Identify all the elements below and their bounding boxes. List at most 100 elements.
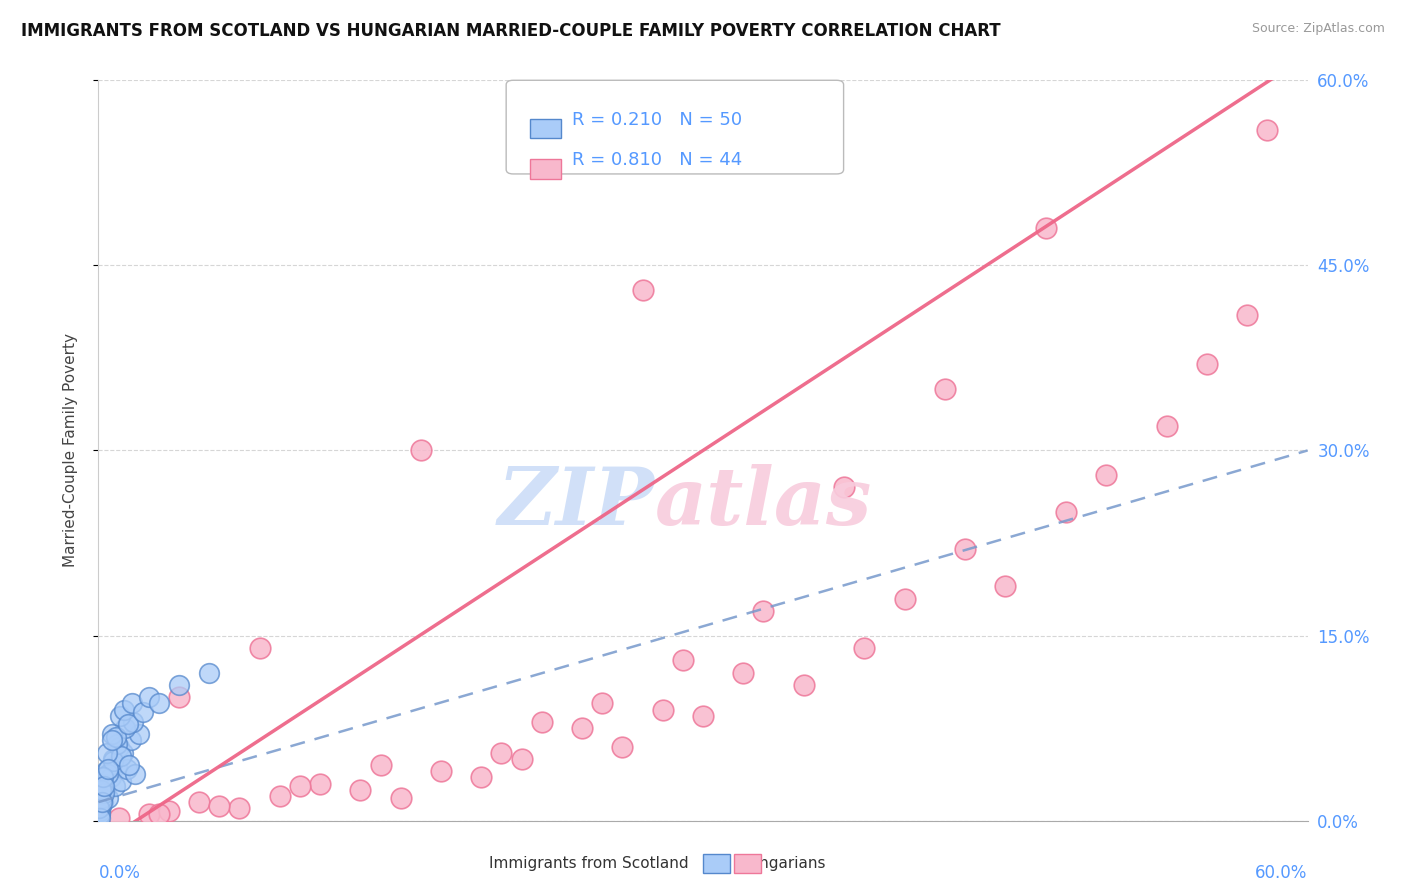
Point: [91, 789, 114, 803]
Point: [124, 766, 146, 780]
Point: [89, 810, 111, 824]
Point: [100, 771, 122, 785]
Point: [571, 721, 593, 735]
Point: [692, 708, 714, 723]
Point: [370, 758, 392, 772]
Point: [115, 762, 138, 776]
Point: [117, 717, 139, 731]
Point: [112, 703, 135, 717]
Point: [93, 779, 115, 793]
Point: [89, 811, 111, 825]
Point: [853, 640, 876, 655]
Point: [89, 801, 111, 815]
Point: [103, 779, 125, 793]
Point: [832, 480, 855, 494]
Point: [612, 739, 634, 754]
Point: [672, 653, 695, 667]
Point: [1156, 418, 1178, 433]
Point: [491, 746, 513, 760]
Point: [121, 714, 143, 729]
Point: [530, 714, 553, 729]
Point: [96, 746, 118, 760]
Text: atlas: atlas: [655, 464, 872, 541]
Point: [167, 678, 190, 692]
Point: [1236, 308, 1258, 322]
Point: [994, 579, 1017, 593]
Point: [91, 795, 114, 809]
Point: [100, 727, 122, 741]
Point: [97, 791, 120, 805]
Point: [90, 782, 112, 797]
Point: [893, 591, 915, 606]
Point: [96, 764, 118, 779]
Point: [118, 758, 141, 772]
Point: [89, 804, 111, 818]
Point: [105, 758, 128, 772]
Point: [1195, 357, 1218, 371]
Point: [389, 791, 412, 805]
Point: [114, 721, 136, 735]
Point: [101, 755, 124, 769]
Text: Hungarians: Hungarians: [738, 856, 825, 871]
Point: [93, 771, 115, 785]
Point: [110, 774, 132, 789]
Point: [1095, 468, 1118, 483]
Point: [309, 776, 332, 791]
Point: [93, 787, 115, 801]
Point: [120, 733, 142, 747]
Text: Source: ZipAtlas.com: Source: ZipAtlas.com: [1251, 22, 1385, 36]
Point: [1054, 505, 1077, 519]
Point: [208, 798, 231, 813]
Point: [101, 733, 124, 747]
Point: [148, 697, 170, 711]
Point: [157, 804, 180, 818]
Point: [651, 703, 673, 717]
Point: [167, 690, 190, 705]
Point: [1256, 122, 1278, 136]
Point: [752, 604, 775, 618]
Point: [108, 708, 131, 723]
Text: IMMIGRANTS FROM SCOTLAND VS HUNGARIAN MARRIED-COUPLE FAMILY POVERTY CORRELATION : IMMIGRANTS FROM SCOTLAND VS HUNGARIAN MA…: [21, 22, 1001, 40]
Point: [104, 730, 127, 744]
Text: ZIP: ZIP: [498, 464, 655, 541]
Point: [409, 443, 432, 458]
Text: Immigrants from Scotland: Immigrants from Scotland: [489, 856, 689, 871]
Point: [110, 749, 132, 764]
Text: 0.0%: 0.0%: [98, 863, 141, 882]
Point: [101, 752, 124, 766]
Point: [94, 782, 117, 797]
Point: [591, 697, 613, 711]
Point: [93, 795, 115, 809]
Point: [793, 678, 815, 692]
Point: [89, 807, 111, 822]
Point: [934, 382, 956, 396]
Point: [97, 766, 120, 780]
Point: [349, 782, 371, 797]
Point: [631, 283, 654, 297]
Point: [121, 697, 143, 711]
Text: 60.0%: 60.0%: [1256, 863, 1308, 882]
Point: [953, 542, 976, 557]
Point: [228, 801, 250, 815]
Point: [90, 798, 112, 813]
Point: [430, 764, 453, 779]
Point: [1035, 221, 1057, 235]
Point: [288, 779, 311, 793]
Point: [107, 739, 129, 754]
Point: [93, 776, 115, 791]
Point: [188, 795, 211, 809]
Point: [138, 807, 160, 822]
Point: [97, 762, 120, 776]
Text: R = 0.810   N = 44: R = 0.810 N = 44: [572, 152, 742, 169]
Point: [105, 737, 128, 751]
Point: [111, 746, 134, 760]
Point: [198, 665, 221, 680]
Point: [510, 752, 533, 766]
Point: [91, 791, 114, 805]
Point: [249, 640, 271, 655]
Point: [148, 807, 170, 822]
Point: [733, 665, 755, 680]
Point: [128, 727, 150, 741]
Point: [107, 811, 129, 825]
Point: [132, 705, 155, 719]
